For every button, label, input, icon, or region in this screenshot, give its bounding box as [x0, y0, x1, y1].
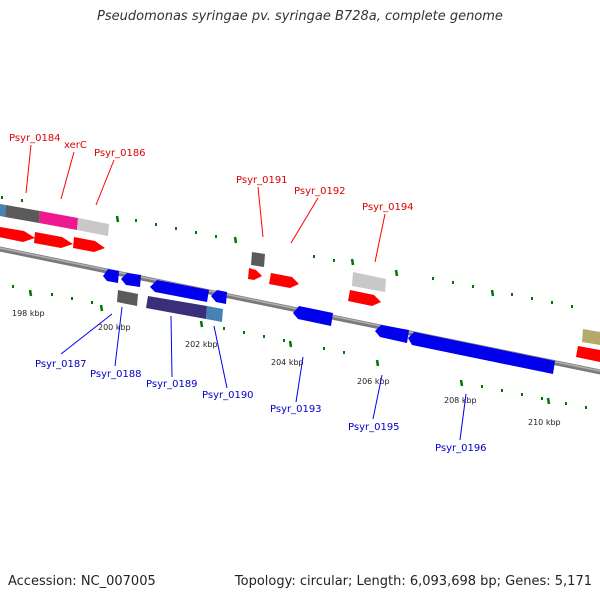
callout-line: [60, 313, 113, 355]
callout-line: [257, 186, 264, 238]
gene-arrow[interactable]: [121, 273, 141, 287]
forward-ticks: [1, 196, 573, 308]
gene-label-psyr-0187[interactable]: Psyr_0187: [35, 359, 87, 370]
gene-block[interactable]: [117, 290, 138, 306]
forward-gene-arrows: [0, 227, 600, 362]
callout-line: [170, 315, 173, 378]
forward-gene-blocks: [0, 204, 600, 345]
tick-label-210: 210 kbp: [528, 418, 561, 427]
callout-line: [374, 213, 386, 263]
gene-label-psyr-0194[interactable]: Psyr_0194: [362, 202, 414, 213]
tick-label-200: 200 kbp: [98, 323, 131, 332]
gene-label-psyr-0189[interactable]: Psyr_0189: [146, 379, 198, 390]
gene-label-psyr-0195[interactable]: Psyr_0195: [348, 422, 400, 433]
gene-arrow[interactable]: [103, 269, 119, 283]
gene-label-psyr-0192[interactable]: Psyr_0192: [294, 186, 346, 197]
gene-block[interactable]: [146, 296, 207, 319]
gene-arrow[interactable]: [408, 332, 555, 374]
gene-arrow[interactable]: [248, 268, 262, 280]
gene-arrow[interactable]: [375, 325, 409, 343]
callout-line: [372, 374, 383, 420]
gene-arrow[interactable]: [576, 346, 600, 362]
tick-label-202: 202 kbp: [185, 340, 218, 349]
callout-line: [459, 393, 467, 441]
gene-label-psyr-0188[interactable]: Psyr_0188: [90, 369, 142, 380]
tick-label-198: 198 kbp: [12, 309, 45, 318]
gene-block[interactable]: [5, 205, 40, 223]
tick-label-204: 204 kbp: [271, 358, 304, 367]
gene-label-psyr-0191[interactable]: Psyr_0191: [236, 175, 288, 186]
reverse-gene-arrows: [103, 269, 555, 374]
callout-line: [60, 151, 75, 200]
callout-line: [213, 325, 228, 389]
gene-label-xerc[interactable]: xerC: [64, 140, 87, 151]
callout-line: [295, 356, 304, 403]
gene-block[interactable]: [206, 306, 223, 322]
gene-label-psyr-0190[interactable]: Psyr_0190: [202, 390, 254, 401]
gene-arrow[interactable]: [348, 290, 381, 306]
gene-arrow[interactable]: [150, 280, 209, 302]
gene-arrow[interactable]: [0, 227, 35, 242]
callout-line: [25, 144, 32, 194]
gene-label-psyr-0184[interactable]: Psyr_0184: [9, 133, 61, 144]
gene-arrow[interactable]: [34, 232, 73, 248]
tick-label-206: 206 kbp: [357, 377, 390, 386]
callout-line: [290, 197, 319, 244]
gene-label-psyr-0186[interactable]: Psyr_0186: [94, 148, 146, 159]
gene-label-psyr-0193[interactable]: Psyr_0193: [270, 404, 322, 415]
gene-block[interactable]: [0, 204, 6, 217]
genome-stats-text: Topology: circular; Length: 6,093,698 bp…: [234, 574, 592, 589]
gene-arrow[interactable]: [211, 290, 227, 304]
gene-block[interactable]: [39, 211, 78, 230]
accession-text: Accession: NC_007005: [8, 574, 156, 589]
gene-block[interactable]: [352, 272, 386, 292]
gene-arrow[interactable]: [73, 237, 105, 252]
gene-block[interactable]: [251, 252, 265, 267]
gene-block[interactable]: [582, 329, 600, 345]
callout-line: [95, 159, 115, 206]
callout-line: [114, 306, 123, 367]
gene-block[interactable]: [77, 218, 109, 236]
reverse-gene-blocks: [117, 290, 223, 322]
tick-label-208: 208 kbp: [444, 396, 477, 405]
gene-label-psyr-0196[interactable]: Psyr_0196: [435, 443, 487, 454]
gene-arrow[interactable]: [269, 273, 299, 288]
reverse-ticks: [12, 285, 587, 409]
genome-title: Pseudomonas syringae pv. syringae B728a,…: [97, 9, 503, 24]
gene-arrow[interactable]: [293, 306, 333, 326]
